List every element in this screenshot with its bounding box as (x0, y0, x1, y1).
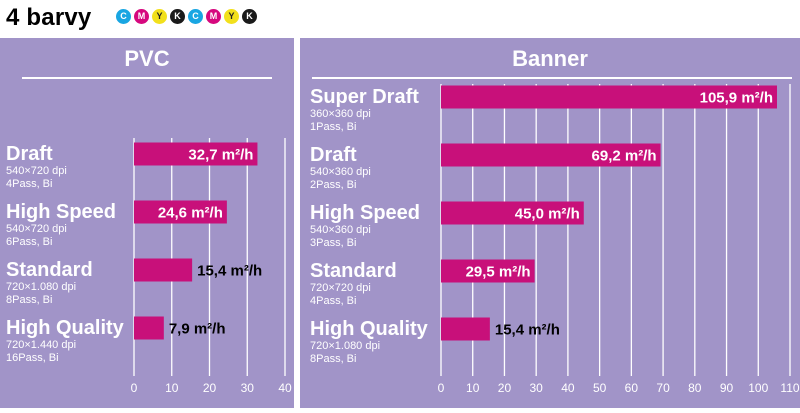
pvc-category-resolution: 720×1.440 dpi (6, 339, 76, 351)
banner-tick-label: 40 (561, 381, 575, 395)
banner-tick-label: 60 (625, 381, 639, 395)
banner-category-passes: 3Pass, Bi (310, 237, 356, 249)
pvc-category-resolution: 540×720 dpi (6, 165, 67, 177)
banner-value-label-standard: 29,5 m²/h (466, 264, 531, 281)
banner-value-label-draft: 69,2 m²/h (592, 148, 657, 165)
pvc-bar-standard (134, 258, 193, 282)
banner-category-label: High Speed (310, 202, 420, 224)
pvc-panel: PVC 0 10 20 30 40 32,7 m²/h Draft 540×720 dpi 4P… (0, 38, 294, 408)
banner-category-passes: 8Pass, Bi (310, 353, 356, 365)
pvc-value-label-standard: 15,4 m²/h (197, 263, 262, 280)
page-title: 4 barvy (6, 4, 92, 31)
banner-bar-super-draft (441, 85, 777, 109)
pvc-category-passes: 6Pass, Bi (6, 236, 52, 248)
banner-chart: 0 10 20 30 40 50 60 70 80 90 100 110 105,9 m²/h Super… (310, 84, 800, 395)
banner-category-resolution: 720×1.080 dpi (310, 340, 380, 352)
pvc-category-resolution: 540×720 dpi (6, 223, 67, 235)
banner-bar-draft (441, 143, 661, 167)
banner-title-divider (312, 77, 792, 79)
banner-panel: Banner 0 10 20 30 40 50 60 70 80 90 100 110 105,9 m²… (300, 38, 800, 408)
banner-category-resolution: 360×360 dpi (310, 108, 371, 120)
pvc-value-label-high-quality: 7,9 m²/h (169, 321, 226, 338)
pvc-tick-label: 10 (165, 381, 179, 395)
pvc-category-label: Draft (6, 143, 53, 165)
ink-dot-y: Y (152, 9, 167, 24)
pvc-bar-high-quality (134, 316, 164, 340)
banner-tick-label: 50 (593, 381, 607, 395)
banner-category-label: High Quality (310, 318, 429, 340)
banner-tick-label: 0 (438, 381, 445, 395)
banner-category-passes: 2Pass, Bi (310, 179, 356, 191)
banner-category-resolution: 540×360 dpi (310, 224, 371, 236)
pvc-bar-high-speed (134, 200, 227, 224)
pvc-category-passes: 8Pass, Bi (6, 294, 52, 306)
banner-tick-label: 70 (656, 381, 670, 395)
banner-tick-label: 30 (530, 381, 544, 395)
banner-category-label: Draft (310, 144, 357, 166)
pvc-category-passes: 4Pass, Bi (6, 178, 52, 190)
pvc-tick-label: 30 (241, 381, 255, 395)
banner-bar-high-quality (441, 317, 490, 341)
banner-value-label-high-speed: 45,0 m²/h (515, 206, 580, 223)
pvc-value-label-high-speed: 24,6 m²/h (158, 205, 223, 222)
ink-dot-c: C (188, 9, 203, 24)
banner-bar-standard (441, 259, 535, 283)
ink-dot-m: M (206, 9, 221, 24)
pvc-category-label: High Speed (6, 201, 116, 223)
banner-bar-high-speed (441, 201, 584, 225)
pvc-category-label: High Quality (6, 317, 125, 339)
ink-dot-c: C (116, 9, 131, 24)
ink-dot-m: M (134, 9, 149, 24)
pvc-category-label: Standard (6, 259, 93, 281)
ink-dot-k: K (170, 9, 185, 24)
banner-value-label-super-draft: 105,9 m²/h (700, 90, 773, 107)
banner-tick-label: 80 (688, 381, 702, 395)
banner-tick-label: 90 (720, 381, 734, 395)
pvc-panel-title: PVC (124, 46, 170, 71)
banner-category-label: Standard (310, 260, 397, 282)
pvc-value-label-draft: 32,7 m²/h (188, 147, 253, 164)
pvc-bar-draft (134, 142, 258, 166)
banner-value-label-high-quality: 15,4 m²/h (495, 322, 560, 339)
pvc-tick-label: 20 (203, 381, 217, 395)
banner-category-resolution: 720×720 dpi (310, 282, 371, 294)
banner-panel-title: Banner (512, 46, 588, 71)
ink-dot-y: Y (224, 9, 239, 24)
banner-category-label: Super Draft (310, 86, 419, 108)
pvc-tick-label: 40 (278, 381, 292, 395)
ink-dot-k: K (242, 9, 257, 24)
banner-tick-label: 20 (498, 381, 512, 395)
banner-category-passes: 4Pass, Bi (310, 295, 356, 307)
pvc-tick-label: 0 (131, 381, 138, 395)
banner-category-passes: 1Pass, Bi (310, 121, 356, 133)
banner-tick-label: 10 (466, 381, 480, 395)
banner-tick-label: 100 (748, 381, 768, 395)
pvc-category-resolution: 720×1.080 dpi (6, 281, 76, 293)
pvc-title-divider (22, 77, 272, 79)
banner-tick-label: 110 (780, 381, 799, 395)
pvc-category-passes: 16Pass, Bi (6, 352, 59, 364)
banner-category-resolution: 540×360 dpi (310, 166, 371, 178)
